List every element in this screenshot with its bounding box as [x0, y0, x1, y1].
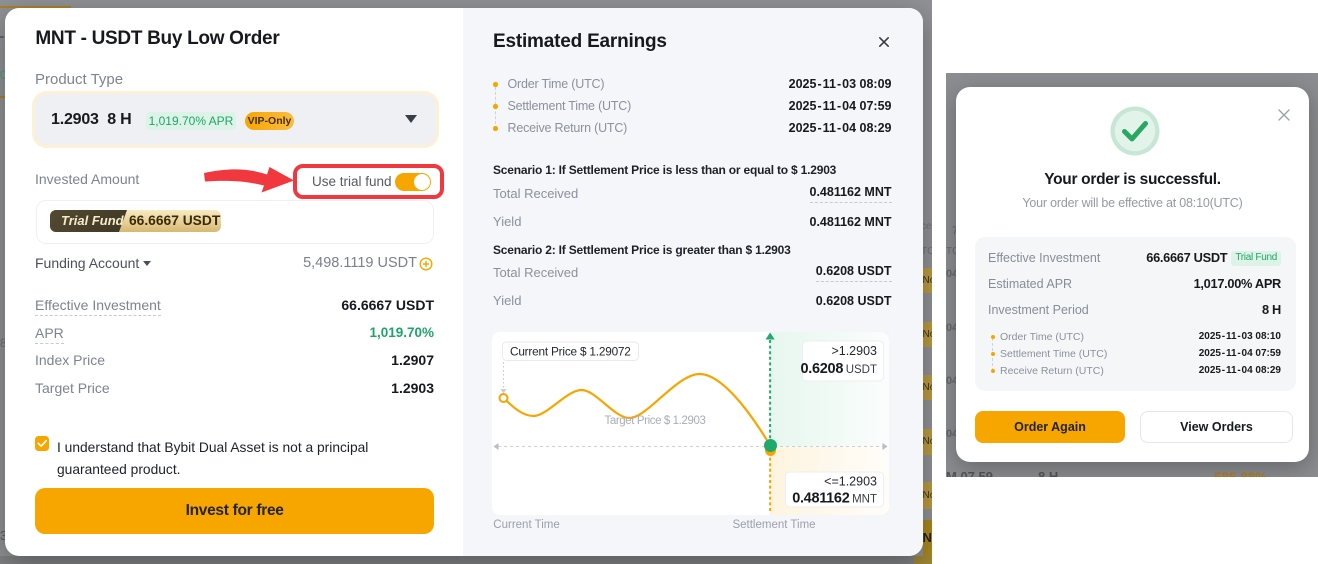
svg-text:Current Price $ 1.29072: Current Price $ 1.29072: [510, 344, 631, 358]
svg-text:0.6208 USDT: 0.6208 USDT: [800, 361, 876, 377]
svg-text:0.481162 MNT: 0.481162 MNT: [792, 490, 877, 506]
svg-text:Target Price $ 1.2903: Target Price $ 1.2903: [604, 415, 705, 427]
svg-text:<=1.2903: <=1.2903: [824, 474, 877, 488]
svg-text:>1.2903: >1.2903: [831, 344, 877, 358]
